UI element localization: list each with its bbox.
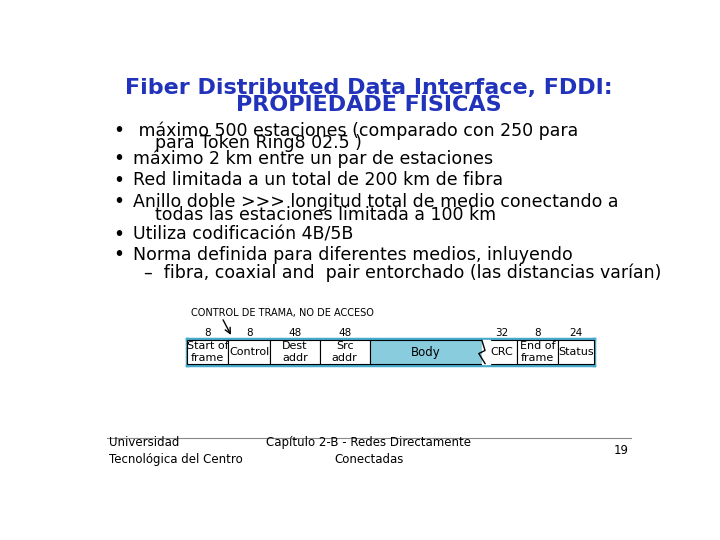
Text: máximo 2 km entre un par de estaciones: máximo 2 km entre un par de estaciones <box>132 150 492 168</box>
Text: máximo 500 estaciones (comparado con 250 para: máximo 500 estaciones (comparado con 250… <box>132 121 578 139</box>
Bar <box>486 340 517 363</box>
Text: Fiber Distributed Data Interface, FDDI:: Fiber Distributed Data Interface, FDDI: <box>125 78 613 98</box>
Text: Anillo doble >>> longitud total de medio conectando a: Anillo doble >>> longitud total de medio… <box>132 193 618 211</box>
Bar <box>517 340 559 363</box>
Polygon shape <box>482 340 490 363</box>
Text: PROPIEDADE FÍSICAS: PROPIEDADE FÍSICAS <box>236 95 502 115</box>
Text: 19: 19 <box>613 444 629 457</box>
Text: –  fibra, coaxial and  pair entorchado (las distancias varían): – fibra, coaxial and pair entorchado (la… <box>144 264 662 282</box>
Text: •: • <box>113 149 125 168</box>
Text: 8: 8 <box>204 328 211 338</box>
Text: todas las estaciones limitada a 100 km: todas las estaciones limitada a 100 km <box>132 206 496 224</box>
Text: Start of
frame: Start of frame <box>186 341 228 363</box>
Text: CRC: CRC <box>490 347 513 357</box>
Text: Norma definida para diferentes medios, inluyendo: Norma definida para diferentes medios, i… <box>132 246 572 264</box>
Text: •: • <box>113 225 125 244</box>
Bar <box>270 340 320 363</box>
Text: 32: 32 <box>495 328 508 338</box>
Text: Red limitada a un total de 200 km de fibra: Red limitada a un total de 200 km de fib… <box>132 171 503 190</box>
Text: •: • <box>113 121 125 140</box>
Text: 48: 48 <box>288 328 302 338</box>
Text: Utiliza codificación 4B/5B: Utiliza codificación 4B/5B <box>132 225 353 243</box>
Text: 8: 8 <box>534 328 541 338</box>
Text: Status: Status <box>558 347 594 357</box>
Text: Src
addr: Src addr <box>332 341 358 363</box>
Text: End of
frame: End of frame <box>520 341 555 363</box>
Text: 8: 8 <box>246 328 253 338</box>
Bar <box>187 340 228 363</box>
Bar <box>320 340 369 363</box>
Text: CONTROL DE TRAMA, NO DE ACCESO: CONTROL DE TRAMA, NO DE ACCESO <box>191 308 374 318</box>
Bar <box>228 340 270 363</box>
Bar <box>559 340 594 363</box>
Bar <box>369 340 482 363</box>
Text: •: • <box>113 246 125 265</box>
Text: 48: 48 <box>338 328 351 338</box>
Text: •: • <box>113 192 125 211</box>
Text: Control: Control <box>229 347 269 357</box>
Text: Capítulo 2-B - Redes Directamente
Conectadas: Capítulo 2-B - Redes Directamente Conect… <box>266 436 472 465</box>
Text: Universidad
Tecnológica del Centro: Universidad Tecnológica del Centro <box>109 436 243 465</box>
Text: para Token Ring8 02.5 ): para Token Ring8 02.5 ) <box>132 134 361 152</box>
Text: 24: 24 <box>570 328 582 338</box>
Text: •: • <box>113 171 125 190</box>
Text: Body: Body <box>411 346 441 359</box>
Text: Dest
addr: Dest addr <box>282 341 307 363</box>
